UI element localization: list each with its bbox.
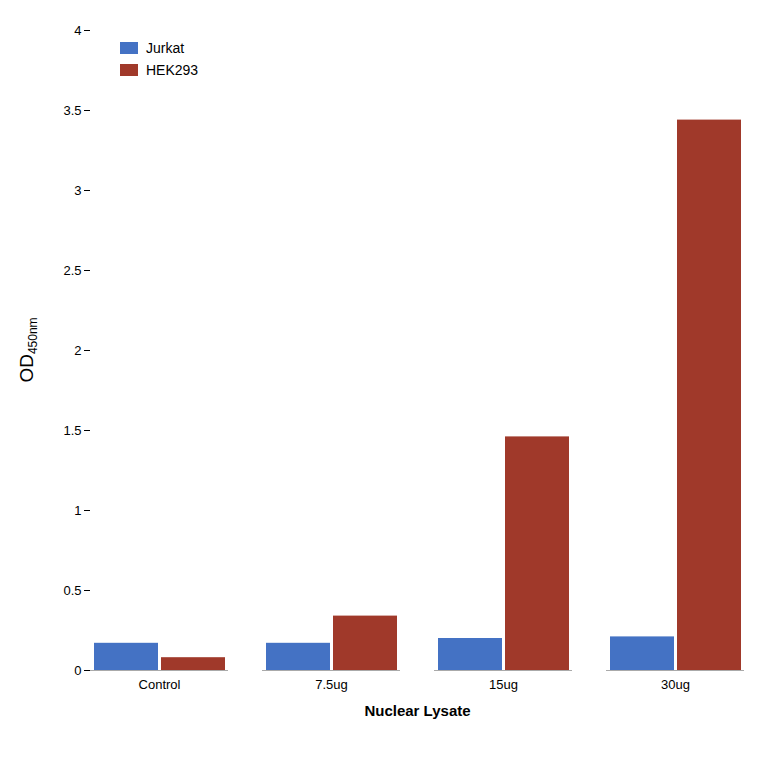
html-text:450nm: 450nm: [26, 317, 41, 355]
svg-text:7.5ug: 7.5ug: [315, 677, 348, 692]
svg-text:15ug: 15ug: [489, 677, 518, 692]
svg-text:0: 0: [74, 663, 81, 678]
html-text:HEK293: HEK293: [146, 62, 199, 78]
svg-text:1.5: 1.5: [63, 423, 81, 438]
svg-text:3: 3: [74, 183, 81, 198]
svg-text:Nuclear Lysate: Nuclear Lysate: [364, 702, 470, 719]
svg-text:2.5: 2.5: [63, 263, 81, 278]
svg-text:1: 1: [74, 503, 81, 518]
svg-text:4: 4: [74, 23, 81, 38]
html-text:OD: OD: [15, 354, 37, 383]
svg-text:0.5: 0.5: [63, 583, 81, 598]
svg-text:30ug: 30ug: [661, 677, 690, 692]
html-text:Jurkat: Jurkat: [146, 40, 185, 56]
svg-text:Control: Control: [139, 677, 181, 692]
svg-text:3.5: 3.5: [63, 103, 81, 118]
svg-text:2: 2: [74, 343, 81, 358]
